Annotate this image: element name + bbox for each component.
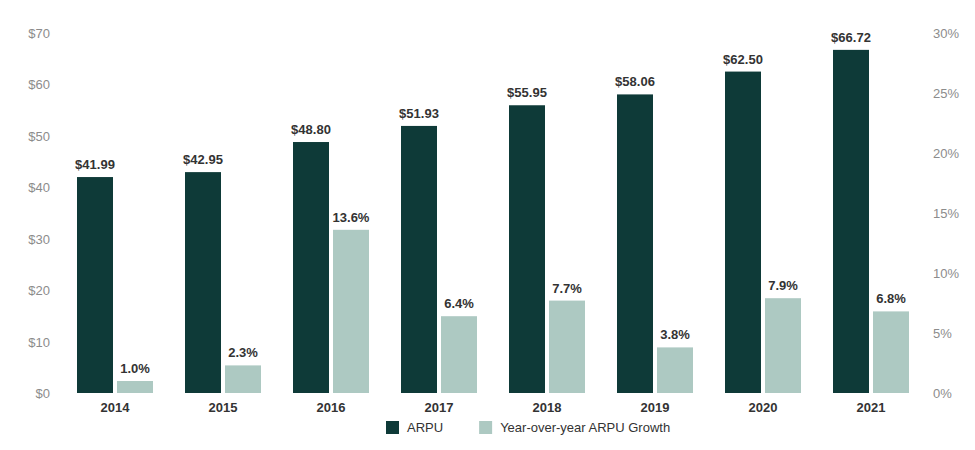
- data-label: $66.72: [831, 30, 871, 45]
- bar: [725, 72, 761, 393]
- legend: ARPU Year-over-year ARPU Growth: [386, 420, 670, 435]
- data-label: 7.7%: [552, 281, 582, 296]
- bar: [549, 301, 585, 393]
- data-label: $62.50: [723, 52, 763, 67]
- chart: $0 $10 $20 $30 $40 $50 $60 $70 0% 5% 10% 15% 20% 25% 3…: [0, 0, 975, 450]
- data-label: $48.80: [291, 122, 331, 137]
- y-tick-label: $0: [36, 386, 50, 401]
- x-tick-label: 2021: [857, 400, 886, 415]
- y-tick-label: $40: [28, 180, 50, 195]
- x-tick-label: 2018: [533, 400, 562, 415]
- y-tick-label: $30: [28, 232, 50, 247]
- data-label: 1.0%: [120, 361, 150, 376]
- legend-swatch: [479, 421, 492, 434]
- x-tick-label: 2020: [749, 400, 778, 415]
- bar: [657, 347, 693, 393]
- bar: [617, 94, 653, 393]
- y2-tick-label: 5%: [933, 326, 952, 341]
- x-tick-label: 2017: [425, 400, 454, 415]
- data-label: $41.99: [75, 157, 115, 172]
- y2-tick-label: 10%: [933, 266, 959, 281]
- legend-label: ARPU: [407, 420, 443, 435]
- legend-swatch: [386, 421, 399, 434]
- bar: [833, 50, 869, 393]
- x-tick-label: 2016: [317, 400, 346, 415]
- x-tick-label: 2019: [641, 400, 670, 415]
- data-label: 6.8%: [876, 291, 906, 306]
- bar: [401, 126, 437, 393]
- x-tick-label: 2014: [101, 400, 131, 415]
- y2-tick-label: 20%: [933, 146, 959, 161]
- y2-tick-label: 15%: [933, 206, 959, 221]
- bar: [765, 298, 801, 393]
- y-tick-label: $70: [28, 26, 50, 41]
- x-tick-label: 2015: [209, 400, 238, 415]
- y2-tick-label: 0%: [933, 386, 952, 401]
- y2-tick-label: 30%: [933, 26, 959, 41]
- bar: [509, 105, 545, 393]
- bar: [117, 381, 153, 393]
- data-label: 6.4%: [444, 296, 474, 311]
- legend-label: Year-over-year ARPU Growth: [500, 420, 670, 435]
- data-label: $58.06: [615, 74, 655, 89]
- y-tick-label: $50: [28, 129, 50, 144]
- y-tick-label: $60: [28, 77, 50, 92]
- bars: [77, 50, 909, 393]
- bar: [441, 316, 477, 393]
- y-tick-label: $20: [28, 283, 50, 298]
- bar: [225, 365, 261, 393]
- bar: [185, 172, 221, 393]
- data-labels: $41.99 $42.95 $48.80 $51.93 $55.95 $58.06 $62.…: [75, 30, 906, 376]
- data-label: 2.3%: [228, 345, 258, 360]
- y2-tick-label: 25%: [933, 86, 959, 101]
- data-label: 7.9%: [768, 278, 798, 293]
- data-label: $51.93: [399, 106, 439, 121]
- data-label: 3.8%: [660, 327, 690, 342]
- bar: [293, 142, 329, 393]
- bar: [77, 177, 113, 393]
- data-label: $55.95: [507, 85, 547, 100]
- y-tick-label: $10: [28, 335, 50, 350]
- bar: [873, 311, 909, 393]
- data-label: $42.95: [183, 152, 223, 167]
- bar: [333, 230, 369, 393]
- data-label: 13.6%: [333, 210, 370, 225]
